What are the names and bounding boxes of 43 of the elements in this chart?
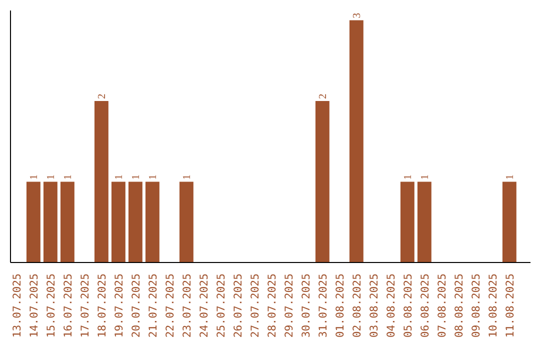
x-tick-label: 21.07.2025 [146,274,160,338]
x-tick-label: 08.08.2025 [452,274,466,338]
x-tick-label: 14.07.2025 [27,274,40,338]
x-tick-label: 20.07.2025 [129,274,142,338]
data-label: 1 [62,174,74,180]
data-label: 1 [28,174,40,180]
data-label: 1 [130,174,142,180]
x-tick-label: 16.07.2025 [61,274,74,338]
x-tick-label: 07.08.2025 [435,274,448,338]
x-tick-label: 17.07.2025 [78,274,92,338]
x-tick-label: 26.07.2025 [231,274,244,338]
x-tick-label: 27.07.2025 [248,274,262,338]
x-tick-label: 23.07.2025 [180,274,194,338]
x-tick-label: 28.07.2025 [265,274,278,338]
data-label: 1 [420,174,431,180]
x-tick-label: 11.08.2025 [503,274,516,338]
data-label: 1 [402,174,414,180]
x-tick-label: 15.07.2025 [44,274,58,338]
data-label: 1 [504,174,516,180]
data-label: 2 [318,94,329,99]
x-tick-label: 03.08.2025 [367,274,380,338]
x-tick-label: 31.07.2025 [316,274,330,338]
x-tick-label: 30.07.2025 [299,274,312,338]
data-label: 1 [148,174,159,180]
data-label: 1 [46,174,57,180]
x-tick-label: 22.07.2025 [163,274,176,338]
x-tick-label: 02.08.2025 [350,274,364,338]
data-label: 3 [352,12,363,18]
x-tick-label: 24.07.2025 [197,274,210,338]
x-tick-label: 18.07.2025 [95,274,108,338]
x-tick-label: 06.08.2025 [418,274,432,338]
x-tick-label: 29.07.2025 [282,274,296,338]
x-tick-label: 13.07.2025 [10,274,24,338]
data-label: 2 [96,94,108,99]
x-tick-label: 09.08.2025 [469,274,482,338]
x-tick-label: 19.07.2025 [112,274,126,338]
x-tick-label: 05.08.2025 [401,274,414,338]
x-tick-label: 01.08.2025 [333,274,346,338]
data-label: 1 [182,174,193,180]
data-label: 1 [114,174,125,180]
x-tick-label: 04.08.2025 [384,274,398,338]
x-tick-label: 10.08.2025 [486,274,500,338]
x-tick-label: 25.07.2025 [214,274,228,338]
